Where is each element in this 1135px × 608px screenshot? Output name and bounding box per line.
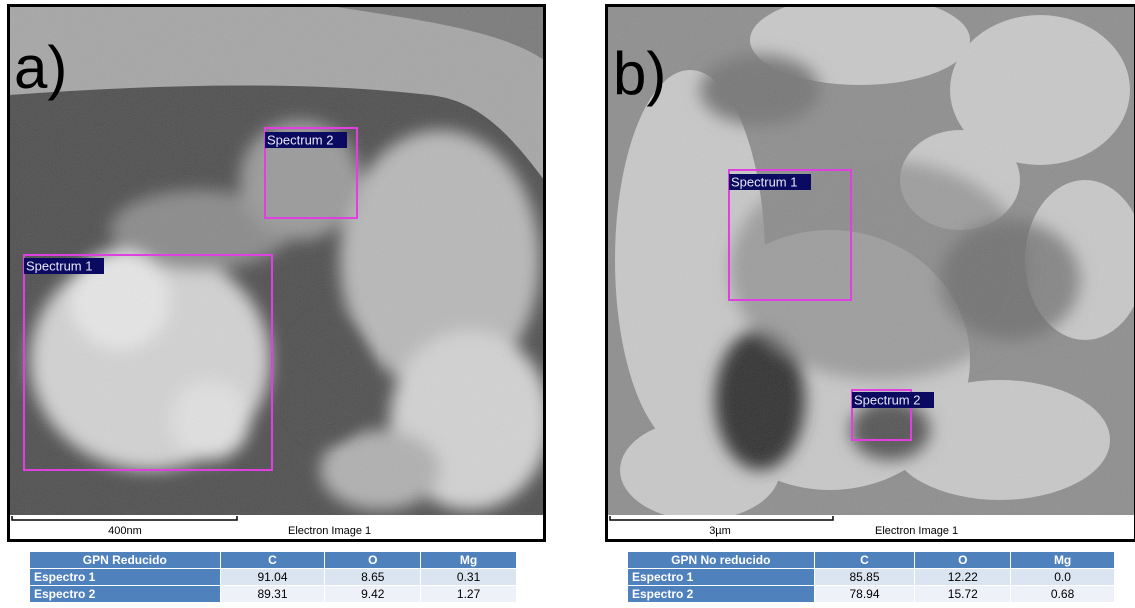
cell: 85.85 (815, 569, 915, 585)
header-cell: C (815, 552, 915, 568)
scale-label: 400nm (108, 525, 142, 537)
cell: 78.94 (815, 586, 915, 602)
cell: 0.0 (1011, 569, 1114, 585)
scale-label: 3µm (709, 525, 731, 537)
spectrum-label: Spectrum 1 (26, 258, 92, 273)
cell: 91.04 (221, 569, 325, 585)
image-caption: Electron Image 1 (875, 525, 958, 537)
cell: 8.65 (325, 569, 420, 585)
header-cell: O (325, 552, 420, 568)
header-cell: Mg (1011, 552, 1114, 568)
caption-strip (10, 515, 543, 539)
image-b (607, 0, 1135, 520)
cell: 15.72 (915, 586, 1010, 602)
cell: 12.22 (915, 569, 1010, 585)
header-cell: GPN Reducido (30, 552, 220, 568)
cell: 0.31 (421, 569, 516, 585)
panel-label: a) (14, 34, 67, 101)
spectrum-label: Spectrum 2 (267, 132, 333, 147)
row-label: Espectro 2 (30, 586, 220, 602)
page: a) Spectrum 2 Spectrum 1 400nm Electron … (0, 0, 1135, 608)
header-cell: Mg (421, 552, 516, 568)
header-cell: C (221, 552, 325, 568)
caption-strip (608, 515, 1134, 539)
spectrum-label: Spectrum 1 (731, 174, 797, 189)
row-label: Espectro 2 (628, 586, 814, 602)
cell: 9.42 (325, 586, 420, 602)
image-caption: Electron Image 1 (288, 525, 371, 537)
cell: 0.68 (1011, 586, 1114, 602)
row-label: Espectro 1 (628, 569, 814, 585)
header-cell: GPN No reducido (628, 552, 814, 568)
cell: 1.27 (421, 586, 516, 602)
panel-label: b) (613, 40, 666, 107)
header-cell: O (915, 552, 1010, 568)
row-label: Espectro 1 (30, 569, 220, 585)
figure: a) Spectrum 2 Spectrum 1 400nm Electron … (0, 0, 1135, 608)
cell: 89.31 (221, 586, 325, 602)
spectrum-label: Spectrum 2 (854, 392, 920, 407)
